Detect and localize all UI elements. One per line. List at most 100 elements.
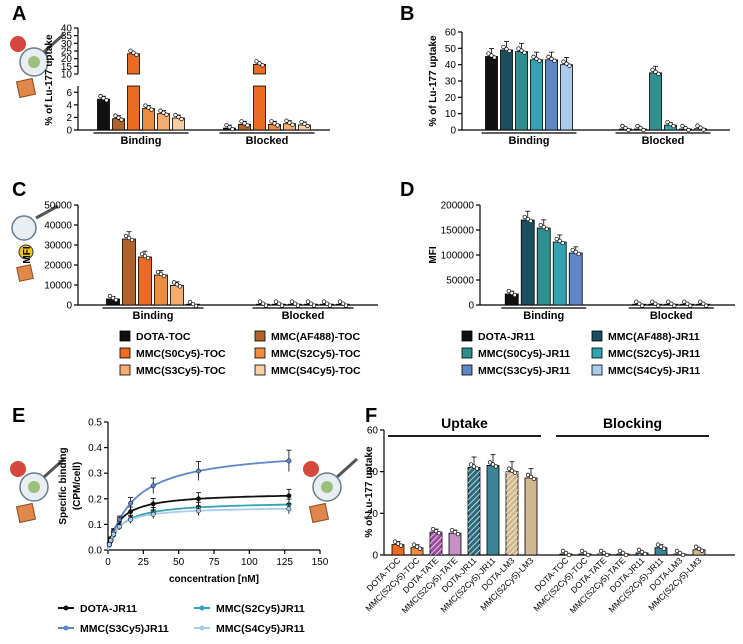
data-point [179,116,184,122]
y-tick-label: 40 [445,60,457,71]
legend-label: MMC(S3Cy5)-TOC [136,365,226,377]
data-point [196,496,201,502]
y-tick-label: 0.0 [88,546,102,557]
pipette-icon-e [42,457,66,479]
data-point [286,458,292,464]
data-point [522,50,527,55]
y-tick-label: 6 [66,88,72,99]
data-point [119,117,124,122]
data-point [242,121,247,126]
y-tick-label: 0.1 [88,520,102,531]
data-point [224,122,229,128]
data-point [696,546,702,551]
data-point [128,517,134,523]
data-point [570,247,575,253]
data-point [544,226,549,232]
data-point [196,508,201,514]
data-point [134,52,139,57]
y-tick-label: 10000 [44,281,72,292]
legend-swatch [254,330,266,342]
bar [486,465,500,556]
bar [568,252,583,306]
data-point [161,110,166,115]
y-tick-label: 0 [450,126,456,137]
data-point [492,55,497,60]
pipette-icon-c [35,204,59,220]
legend-swatch [461,364,473,376]
data-point [528,218,533,224]
data-point [598,548,604,554]
data-point [653,69,658,74]
y-tick-label: 15 [61,62,73,73]
data-point [534,56,539,61]
data-point [522,214,527,220]
data-point [113,113,118,118]
x-tick-label: 150 [312,557,329,568]
data-point [257,61,262,66]
legend-swatch [461,330,473,342]
y-tick-label: 150000 [441,226,475,237]
data-point [146,105,151,110]
y-axis-label: MFI [22,246,33,263]
data-point [661,546,667,551]
data-point [161,273,167,279]
data-point [176,114,181,120]
data-point [626,127,631,133]
y-tick-label: 30 [61,39,73,50]
y-tick-label: 0 [372,551,378,562]
data-point [666,299,671,304]
data-point [685,301,690,306]
data-point [538,222,543,228]
cell-illustration-e [10,457,66,524]
y-tick-label: 50000 [44,201,72,212]
data-point [650,67,655,72]
data-point [230,126,235,132]
data-point [563,550,569,556]
data-point [143,103,148,108]
y-tick-label: 50000 [446,276,474,287]
data-point [398,543,404,548]
data-point [289,299,295,304]
tube-icon-f [308,502,330,524]
x-tick-label: 75 [208,557,220,568]
y-tick-label: 20 [367,509,379,520]
legend-label: MMC(S0Cy5)-JR11 [478,348,570,360]
legend-label: MMC(AF488)-JR11 [608,331,700,343]
data-point [158,271,164,277]
data-point [257,299,263,304]
bar [485,56,498,131]
group-label: Binding [121,135,162,147]
data-point [541,224,546,230]
y-tick-label: 10 [445,109,457,120]
data-point [98,94,103,99]
group-label: Blocked [246,135,289,147]
data-point [295,303,301,308]
data-point [658,544,664,549]
data-point [276,301,282,306]
data-point [604,552,610,558]
data-point [493,464,499,469]
data-point [129,237,135,243]
x-tick-label: 100 [241,557,258,568]
data-point [653,301,658,306]
data-point [623,552,629,558]
data-point [417,546,423,551]
data-point [116,524,122,530]
data-point [512,292,517,298]
legend-label: MMC(S0Cy5)-TOC [136,348,226,360]
legend-marker [63,625,69,631]
data-point [290,122,295,127]
nucleus-icon [28,56,40,68]
data-point [560,548,566,554]
data-point [272,121,277,126]
bar-lower-segment [127,85,140,131]
data-point [528,474,534,480]
data-point [279,303,285,308]
data-point [104,98,109,103]
y-tick-label: 35 [61,31,73,42]
y-axis-label: % of Lu-177 uptake [428,35,439,127]
bar-hatch [468,467,480,555]
data-point [150,501,156,507]
data-point [299,119,304,125]
